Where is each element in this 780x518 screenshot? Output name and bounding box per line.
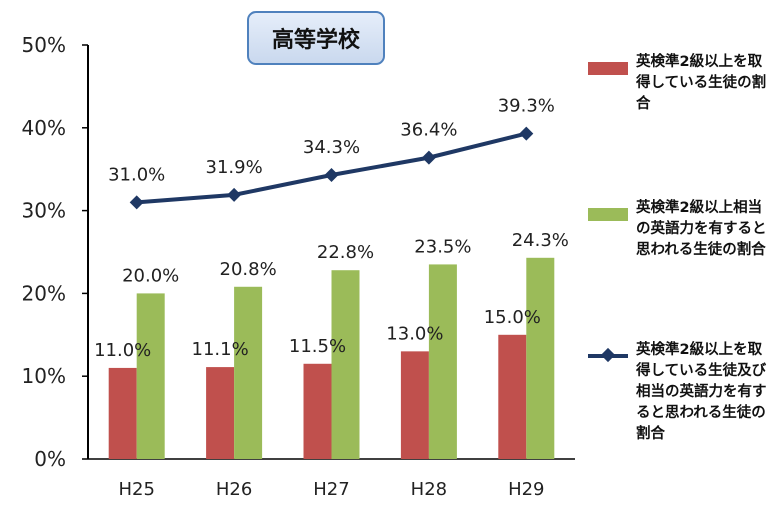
line-data-label: 31.0%	[108, 164, 165, 185]
y-tick-label: 50%	[22, 33, 66, 57]
line-point	[519, 126, 534, 141]
bar-data-label: 24.3%	[512, 230, 569, 251]
bar	[331, 270, 360, 459]
y-tick-label: 30%	[22, 199, 66, 223]
line-data-label: 34.3%	[303, 137, 360, 158]
line-point	[324, 167, 339, 182]
y-tick-label: 20%	[22, 281, 66, 305]
x-tick-label: H27	[313, 479, 349, 500]
data-labels: 11.0% 11.1% 11.5% 13.0% 15.0% 20.0% 20.8% 22.8%…	[94, 96, 569, 361]
bar	[400, 351, 429, 459]
bar	[498, 334, 527, 459]
bars	[108, 257, 555, 459]
bar-data-label: 11.5%	[289, 336, 346, 357]
bar	[108, 367, 137, 459]
line-point	[421, 150, 436, 165]
bar-data-label: 20.8%	[220, 259, 277, 280]
line-point	[129, 195, 144, 210]
bar	[136, 293, 165, 459]
bar-data-label: 13.0%	[386, 323, 443, 344]
x-tick-label: H28	[411, 479, 447, 500]
line-data-label: 39.3%	[498, 96, 555, 117]
bar-data-label: 11.1%	[192, 339, 249, 360]
x-tick-label: H26	[216, 479, 252, 500]
line-point	[227, 187, 242, 202]
bar-data-label: 23.5%	[414, 236, 471, 257]
legend-swatch-certified	[588, 62, 628, 75]
bar	[303, 363, 332, 459]
chart-title-box	[247, 11, 385, 65]
bar	[428, 264, 457, 459]
y-tick-label: 0%	[34, 447, 66, 471]
bar-data-label: 20.0%	[122, 265, 179, 286]
legend-label-total: 英検準2級以上を取得している生徒及び相当の英語力を有すると思われる生徒の割合	[636, 342, 767, 442]
bar-data-label: 15.0%	[484, 307, 541, 328]
y-axis: 0% 10% 20% 30% 40% 50%	[22, 33, 89, 471]
bar	[526, 257, 555, 459]
chart-title: 高等学校	[272, 27, 361, 53]
bar	[234, 286, 263, 459]
legend-label-certified: 英検準2級以上を取得している生徒の割合	[636, 54, 767, 112]
line-data-label: 36.4%	[400, 120, 457, 141]
bar-data-label: 22.8%	[317, 242, 374, 263]
y-tick-label: 10%	[22, 364, 66, 388]
bar-data-label: 11.0%	[94, 340, 151, 361]
line-series	[129, 126, 534, 210]
legend-swatch-equivalent	[588, 208, 628, 221]
legend: 英検準2級以上を取得している生徒の割合 英検準2級以上相当の英語力を有すると思わ…	[588, 0, 774, 514]
line-data-label: 31.9%	[206, 157, 263, 178]
y-tick-label: 40%	[22, 116, 66, 140]
legend-label-equivalent: 英検準2級以上相当の英語力を有すると思われる生徒の割合	[636, 200, 767, 258]
legend-marker-total	[600, 347, 616, 363]
x-tick-label: H29	[508, 479, 544, 500]
x-tick-label: H25	[118, 479, 154, 500]
bar	[206, 367, 235, 459]
x-axis: H25 H26 H27 H28 H29	[88, 458, 575, 500]
